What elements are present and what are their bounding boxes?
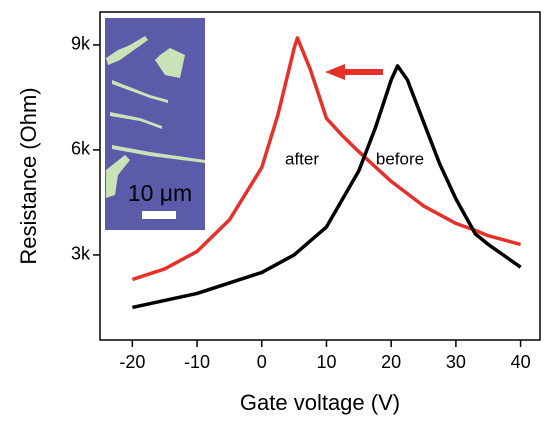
x-tick-label: 0 <box>257 352 267 372</box>
series-label: after <box>285 149 319 168</box>
y-tick-label: 9k <box>71 34 91 54</box>
y-tick-label: 6k <box>71 139 91 159</box>
x-tick-label: -10 <box>184 352 210 372</box>
x-axis-label: Gate voltage (V) <box>240 390 400 415</box>
x-tick-label: 40 <box>511 352 531 372</box>
plot-frame <box>99 11 541 341</box>
shift-arrow <box>325 64 383 80</box>
series-label: before <box>376 149 424 168</box>
scale-label: 10 μm <box>128 180 192 206</box>
line <box>131 36 522 282</box>
x-tick-label: 20 <box>381 352 401 372</box>
line <box>132 64 522 310</box>
y-tick-label: 3k <box>71 244 91 264</box>
y-axis-label: Resistance (Ohm) <box>16 87 41 264</box>
x-tick-label: -20 <box>119 352 145 372</box>
x-tick-label: 10 <box>316 352 336 372</box>
x-tick-label: 30 <box>446 352 466 372</box>
inset-image <box>105 18 205 230</box>
